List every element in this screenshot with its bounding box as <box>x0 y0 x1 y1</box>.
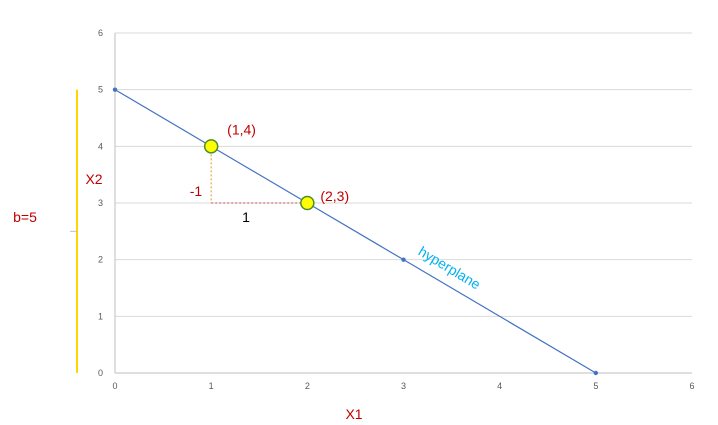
x-tick-label: 1 <box>209 381 214 391</box>
line-point <box>401 257 406 262</box>
intercept-bracket <box>70 89 78 373</box>
x-tick-label: 0 <box>112 381 117 391</box>
point-label: (1,4) <box>227 121 256 137</box>
line-point <box>593 370 599 376</box>
y-tick-label: 4 <box>98 141 103 151</box>
x-tick-label: 4 <box>497 381 502 391</box>
point-label: (2,3) <box>320 188 349 204</box>
y-tick-label: 1 <box>98 311 103 321</box>
highlighted-point <box>203 139 219 154</box>
hyperplane-series <box>112 87 599 376</box>
y-tick-label: 3 <box>98 198 103 208</box>
intercept-label: b=5 <box>13 209 37 225</box>
slope-triangle <box>210 146 308 204</box>
x-tick-label: 2 <box>305 381 310 391</box>
hyperplane-line <box>114 89 597 374</box>
highlighted-point <box>300 195 315 211</box>
x-tick-label: 5 <box>593 381 598 391</box>
x-tick-label: 6 <box>689 381 694 391</box>
line-point <box>112 87 118 92</box>
run-label: 1 <box>242 209 250 225</box>
rise-label: -1 <box>190 183 203 199</box>
y-tick-label: 5 <box>98 85 103 95</box>
grid-lines <box>115 32 692 317</box>
y-tick-label: 0 <box>98 368 103 378</box>
x-tick-labels: 0 1 2 3 4 5 6 <box>112 381 694 391</box>
y-tick-label: 2 <box>98 255 103 265</box>
x-axis-label: X1 <box>345 406 362 422</box>
y-axis-label: X2 <box>85 171 102 187</box>
highlighted-points: (1,4) (2,3) <box>203 121 349 211</box>
y-tick-label: 6 <box>98 28 103 38</box>
hyperplane-label: hyperplane <box>416 243 484 293</box>
x-tick-label: 3 <box>401 381 406 391</box>
y-tick-labels: 0 1 2 3 4 5 6 <box>98 28 103 378</box>
